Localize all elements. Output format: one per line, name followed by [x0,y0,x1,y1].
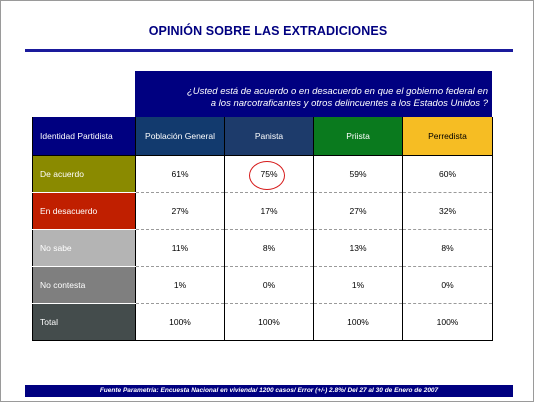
table-row: En desacuerdo 27% 17% 27% 32% [32,192,493,230]
header-poblacion-general: Población General [135,117,225,156]
cell-value: 100% [224,303,314,341]
cell-value: 1% [135,266,225,304]
question-line-1: ¿Usted está de acuerdo o en desacuerdo e… [186,86,488,97]
header-perredista: Perredista [402,117,493,156]
cell-value: 59% [313,155,403,193]
cell-value: 1% [313,266,403,304]
row-label-de-acuerdo: De acuerdo [32,155,136,193]
cell-value: 17% [224,192,314,230]
cell-value: 0% [224,266,314,304]
header-panista: Panista [224,117,314,156]
cell-value: 61% [135,155,225,193]
table-row: De acuerdo 61% 75% 59% 60% [32,155,493,193]
results-table: Identidad Partidista Población General P… [32,117,493,341]
highlighted-value: 75% [249,160,286,190]
row-label-total: Total [32,303,136,341]
cell-value: 8% [402,229,493,267]
row-label-en-desacuerdo: En desacuerdo [32,192,136,230]
source-footer: Fuente Parametría: Encuesta Nacional en … [25,385,513,397]
cell-value: 27% [313,192,403,230]
row-label-no-sabe: No sabe [32,229,136,267]
cell-value: 32% [402,192,493,230]
title-divider [25,49,513,52]
header-identidad-partidista: Identidad Partidista [32,117,136,156]
header-priista: Priista [313,117,403,156]
cell-value: 8% [224,229,314,267]
cell-value: 100% [402,303,493,341]
question-line-2: a los narcotraficantes y otros delincuen… [210,98,488,109]
cell-value: 100% [313,303,403,341]
table-row: Total 100% 100% 100% 100% [32,303,493,341]
cell-value: 27% [135,192,225,230]
cell-value: 13% [313,229,403,267]
page-title: OPINIÓN SOBRE LAS EXTRADICIONES [148,24,388,38]
survey-question: ¿Usted está de acuerdo o en desacuerdo e… [135,71,492,117]
row-label-no-contesta: No contesta [32,266,136,304]
table-header-row: Identidad Partidista Población General P… [32,117,493,156]
cell-value-highlighted: 75% [224,155,314,193]
cell-value: 60% [402,155,493,193]
cell-value: 100% [135,303,225,341]
cell-value: 11% [135,229,225,267]
table-row: No sabe 11% 8% 13% 8% [32,229,493,267]
cell-value: 0% [402,266,493,304]
table-row: No contesta 1% 0% 1% 0% [32,266,493,304]
